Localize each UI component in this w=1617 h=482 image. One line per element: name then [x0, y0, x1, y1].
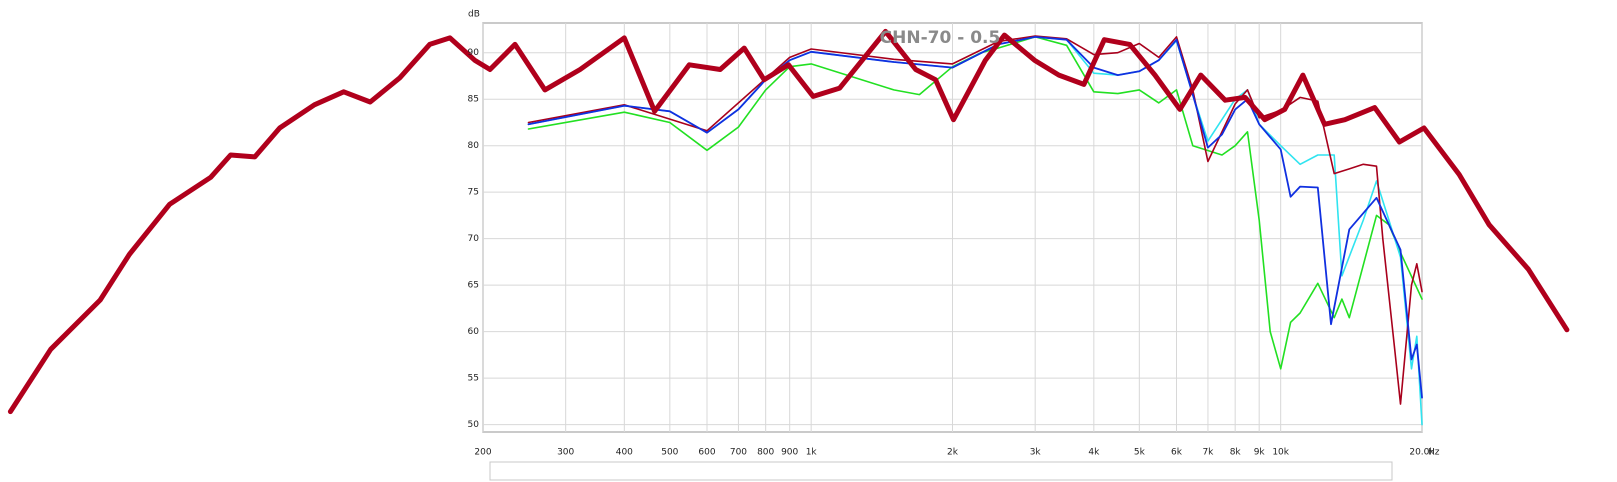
y-tick-label: 70: [468, 234, 480, 244]
x-tick-label: 1k: [806, 448, 818, 458]
y-tick-label: 85: [468, 95, 479, 105]
x-tick-label: 900: [781, 448, 798, 458]
x-tick-label: 200: [474, 448, 491, 458]
grid: [482, 23, 1423, 432]
x-tick-label: 6k: [1171, 448, 1183, 458]
x-tick-label: 4k: [1088, 448, 1100, 458]
lines: [7, 28, 1570, 426]
y-tick-label: 60: [468, 327, 480, 337]
x-tick-label: 700: [730, 448, 747, 458]
y-tick-label: 50: [468, 420, 480, 430]
y-tick-label: 80: [468, 141, 480, 151]
y-tick-label: 55: [468, 374, 479, 384]
x-tick-label: 7k: [1202, 448, 1214, 458]
y-tick-label: 75: [468, 188, 479, 198]
x-tick-label: 10k: [1272, 448, 1289, 458]
x-tick-label: 9k: [1254, 448, 1266, 458]
x-tick-label: 300: [557, 448, 574, 458]
x-tick-label: 800: [757, 448, 774, 458]
x-tick-label: 5k: [1134, 448, 1146, 458]
y-tick-label: 90: [468, 48, 480, 58]
x-tick-label: 3k: [1030, 448, 1042, 458]
x-tick-label: 20.0k: [1409, 448, 1435, 458]
y-tick-label: 65: [468, 281, 479, 291]
y-axis-label: dB: [468, 10, 480, 20]
x-tick-label: 600: [698, 448, 715, 458]
x-axis-label: Hz: [1428, 448, 1440, 458]
x-tick-label: 500: [661, 448, 678, 458]
series-line: [7, 28, 1570, 415]
x-tick-label: 400: [616, 448, 633, 458]
x-tick-label: 2k: [947, 448, 959, 458]
x-tick-label: 8k: [1230, 448, 1242, 458]
legend-frame: [489, 461, 1393, 481]
chart-title: CHN-70 - 0.5: [880, 28, 1001, 48]
series-line: [527, 35, 1423, 405]
